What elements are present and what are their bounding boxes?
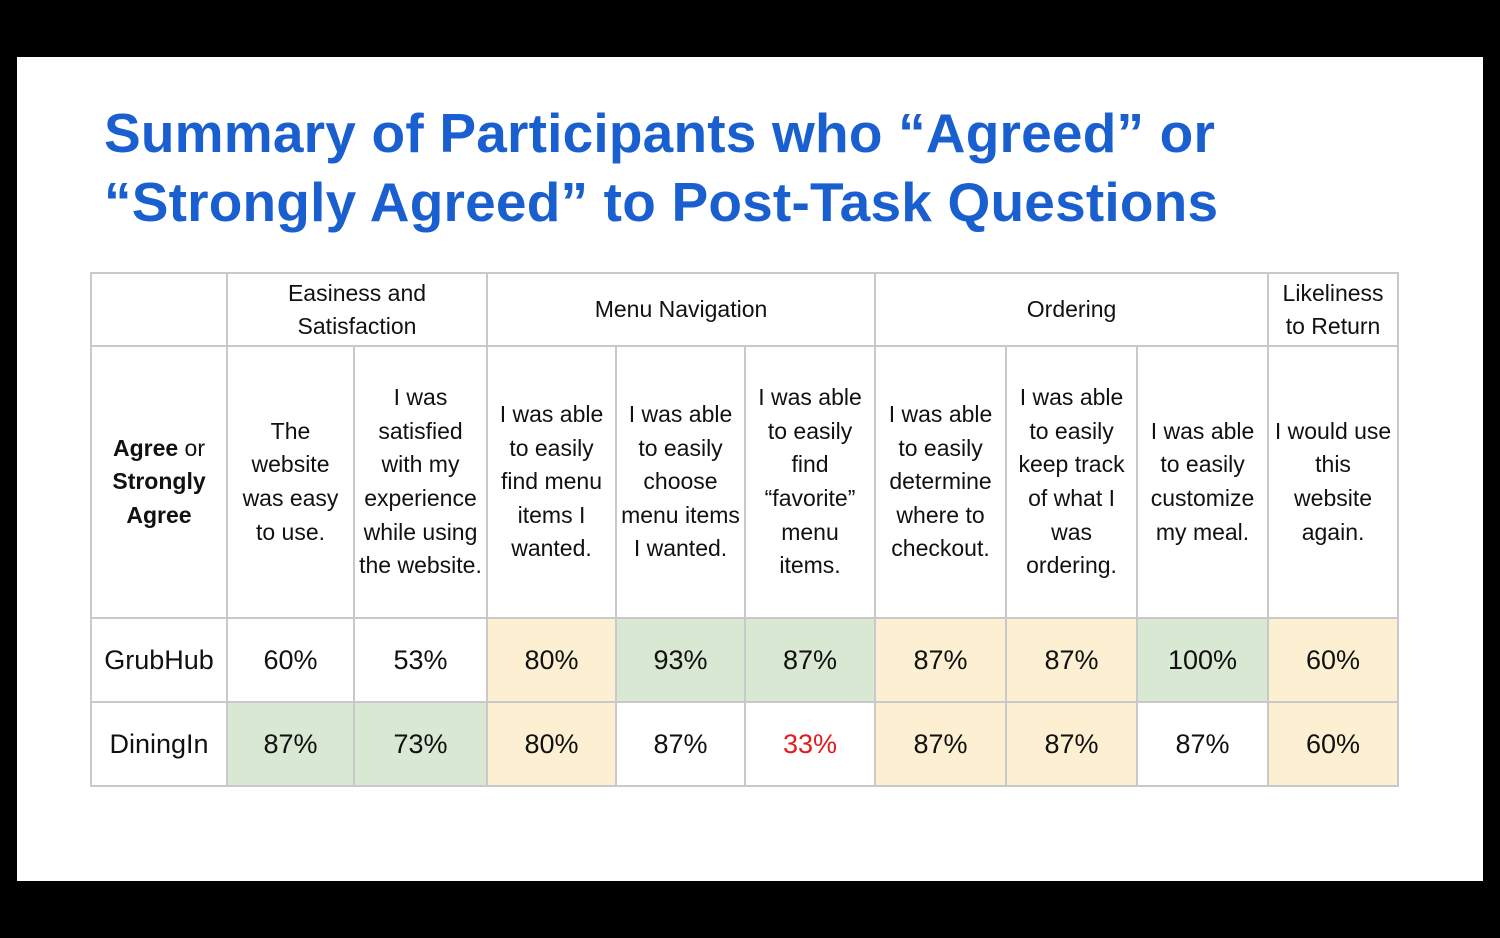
row-label-grubhub: GrubHub bbox=[90, 617, 228, 703]
corner-empty-cell bbox=[90, 272, 228, 347]
value-cell: 87% bbox=[615, 701, 746, 787]
group-header-likeliness: Likeliness to Return bbox=[1267, 272, 1400, 347]
value-cell: 80% bbox=[486, 617, 617, 703]
value-cell: 60% bbox=[1267, 701, 1400, 787]
group-label: Menu Navigation bbox=[594, 296, 768, 322]
title-line-2: “Strongly Agreed” to Post-Task Questions bbox=[104, 171, 1219, 233]
group-label: Satisfaction bbox=[297, 312, 417, 339]
value-cell: 80% bbox=[486, 701, 617, 787]
page-title: Summary of Participants who “Agreed” or … bbox=[104, 99, 1218, 237]
group-label: Likeliness bbox=[1282, 279, 1384, 306]
table-row-grubhub: GrubHub 60% 53% 80% 93% 87% 87% 87% 100%… bbox=[90, 617, 1400, 703]
question-cell: I was satisfied with my experience while… bbox=[353, 345, 488, 619]
group-header-menu-navigation: Menu Navigation bbox=[485, 272, 877, 347]
group-label: to Return bbox=[1285, 312, 1381, 339]
table-row-diningin: DiningIn 87% 73% 80% 87% 33% 87% 87% 87%… bbox=[90, 701, 1400, 787]
corner-strongly: Strongly bbox=[112, 468, 206, 495]
value-cell: 87% bbox=[1005, 617, 1139, 703]
value-cell: 87% bbox=[874, 617, 1008, 703]
corner-agree-2: Agree bbox=[126, 501, 192, 528]
value-cell: 73% bbox=[353, 701, 488, 787]
row-header-label: Agree or Strongly Agree bbox=[90, 345, 228, 619]
value-cell: 60% bbox=[1267, 617, 1400, 703]
corner-agree: Agree bbox=[112, 434, 179, 461]
group-label: Ordering bbox=[1026, 296, 1117, 322]
slide: Summary of Participants who “Agreed” or … bbox=[17, 57, 1483, 881]
value-cell: 87% bbox=[226, 701, 355, 787]
question-cell: I was able to easily keep track of what … bbox=[1005, 345, 1139, 619]
group-header-ordering: Ordering bbox=[874, 272, 1270, 347]
group-header-row: Easiness and Satisfaction Menu Navigatio… bbox=[90, 272, 1400, 347]
question-row: Agree or Strongly Agree The website was … bbox=[90, 345, 1400, 619]
question-cell: The website was easy to use. bbox=[226, 345, 355, 619]
question-cell: I was able to easily determine where to … bbox=[874, 345, 1008, 619]
value-cell: 100% bbox=[1136, 617, 1270, 703]
group-label: Easiness and bbox=[287, 279, 427, 306]
question-cell: I would use this website again. bbox=[1267, 345, 1400, 619]
title-line-1: Summary of Participants who “Agreed” or bbox=[104, 102, 1216, 164]
value-cell: 53% bbox=[353, 617, 488, 703]
question-cell: I was able to easily find “favorite” men… bbox=[743, 345, 877, 619]
value-cell: 87% bbox=[1005, 701, 1139, 787]
value-cell: 60% bbox=[226, 617, 355, 703]
group-header-easiness: Easiness and Satisfaction bbox=[226, 272, 488, 347]
value-cell: 87% bbox=[874, 701, 1008, 787]
question-cell: I was able to easily find menu items I w… bbox=[486, 345, 617, 619]
value-cell: 87% bbox=[1136, 701, 1270, 787]
row-label-diningin: DiningIn bbox=[90, 701, 228, 787]
value-cell: 87% bbox=[743, 617, 877, 703]
summary-table: Easiness and Satisfaction Menu Navigatio… bbox=[90, 272, 1400, 787]
value-cell-alert: 33% bbox=[743, 701, 877, 787]
value-cell: 93% bbox=[615, 617, 746, 703]
question-cell: I was able to easily choose menu items I… bbox=[615, 345, 746, 619]
question-cell: I was able to easily customize my meal. bbox=[1136, 345, 1270, 619]
corner-or: or bbox=[178, 434, 206, 461]
